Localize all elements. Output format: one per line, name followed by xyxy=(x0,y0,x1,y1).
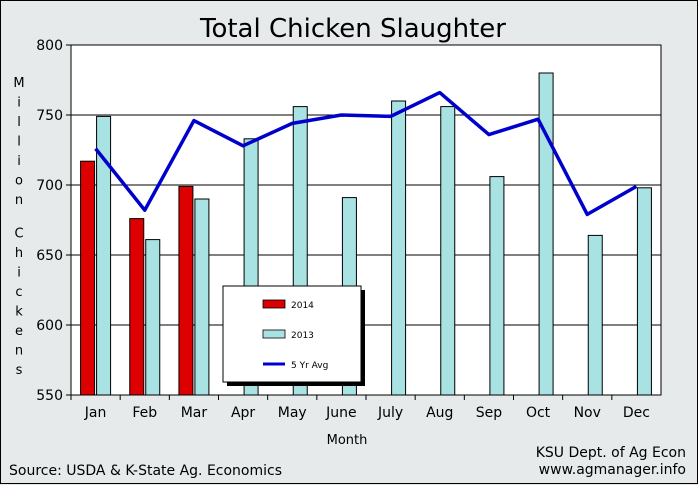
bar-2013 xyxy=(194,198,210,396)
x-tick-label: Nov xyxy=(574,405,601,421)
legend-label-2014: 2014 xyxy=(291,301,314,311)
y-axis-title-char: c xyxy=(15,285,22,300)
legend: 2014 2013 5 Yr Avg xyxy=(222,285,365,386)
y-axis-title-char: C xyxy=(14,227,23,242)
y-tick-label: 700 xyxy=(36,178,63,194)
x-axis-title: Month xyxy=(327,433,368,448)
legend-label-2013: 2013 xyxy=(291,331,314,341)
bar-2013 xyxy=(538,72,554,396)
bar-2013 xyxy=(587,234,603,396)
bar-2013 xyxy=(391,100,407,396)
chart-title: Total Chicken Slaughter xyxy=(199,14,506,44)
bar-2014 xyxy=(178,185,194,396)
x-tick-label: July xyxy=(377,405,403,421)
y-tick-label: 800 xyxy=(36,38,63,54)
y-axis-title-char: e xyxy=(15,324,23,339)
y-axis-title-char: l xyxy=(17,115,21,130)
y-tick-label: 550 xyxy=(36,388,63,404)
y-axis-title-char: h xyxy=(15,246,23,261)
credit-line-1: KSU Dept. of Ag Econ xyxy=(536,445,686,461)
x-tick-label: May xyxy=(278,405,307,421)
legend-swatch-2013 xyxy=(262,329,286,339)
y-axis-title-char: M xyxy=(13,76,24,91)
plot-area xyxy=(71,45,661,395)
y-axis-title-char: n xyxy=(15,193,23,208)
legend-box xyxy=(222,285,362,383)
y-axis-title-char: i xyxy=(17,266,21,281)
source-note: Source: USDA & K-State Ag. Economics xyxy=(9,463,282,479)
bar-2013 xyxy=(145,239,161,396)
x-tick-label: June xyxy=(325,405,357,421)
bar-2013 xyxy=(489,176,505,396)
legend-label-5yr-avg: 5 Yr Avg xyxy=(291,361,328,371)
x-tick-label: Apr xyxy=(231,405,255,421)
y-axis-title-char: k xyxy=(15,305,23,320)
y-axis-title-char: i xyxy=(17,154,21,169)
bar-2014 xyxy=(129,218,145,396)
y-tick-label: 600 xyxy=(36,318,63,334)
legend-swatch-2014 xyxy=(262,299,286,309)
x-tick-label: Sep xyxy=(476,405,503,421)
y-axis-title-char: l xyxy=(17,135,21,150)
x-tick-label: Jan xyxy=(84,405,107,421)
x-tick-label: Mar xyxy=(181,405,208,421)
bar-2013 xyxy=(440,106,456,396)
bar-2013 xyxy=(636,187,652,396)
x-tick-label: Feb xyxy=(132,405,157,421)
y-tick-label: 750 xyxy=(36,108,63,124)
y-axis-title-char: o xyxy=(15,174,23,189)
y-axis-title-char: n xyxy=(15,344,23,359)
x-tick-label: Oct xyxy=(526,405,551,421)
y-axis-title-char: i xyxy=(17,96,21,111)
x-tick-label: Aug xyxy=(426,405,453,421)
line-5yr-avg xyxy=(94,90,638,217)
y-axis-title-char: s xyxy=(16,363,23,378)
y-tick-label: 650 xyxy=(36,248,63,264)
bar-2014 xyxy=(80,160,96,396)
credit-line-2: www.agmanager.info xyxy=(539,462,686,478)
x-tick-label: Dec xyxy=(623,405,650,421)
